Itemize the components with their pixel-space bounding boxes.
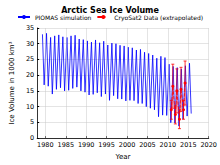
svg-text:10: 10 bbox=[26, 103, 34, 111]
svg-text:PIOMAS simulation: PIOMAS simulation bbox=[35, 14, 92, 21]
svg-text:35: 35 bbox=[26, 24, 34, 32]
svg-text:CryoSat2 Data (extrapolated): CryoSat2 Data (extrapolated) bbox=[114, 14, 203, 22]
svg-text:1990: 1990 bbox=[78, 141, 95, 149]
svg-text:1985: 1985 bbox=[57, 141, 74, 149]
svg-text:1995: 1995 bbox=[98, 141, 115, 149]
svg-text:30: 30 bbox=[26, 40, 34, 48]
svg-text:Ice Volume in 1000 km³: Ice Volume in 1000 km³ bbox=[8, 41, 16, 124]
svg-text:1980: 1980 bbox=[37, 141, 54, 149]
svg-text:2000: 2000 bbox=[119, 141, 136, 149]
svg-text:Arctic Sea Ice Volume: Arctic Sea Ice Volume bbox=[61, 6, 159, 15]
svg-text:5: 5 bbox=[30, 118, 34, 126]
svg-text:Year: Year bbox=[115, 153, 131, 161]
svg-text:20: 20 bbox=[26, 71, 34, 79]
svg-text:15: 15 bbox=[26, 87, 34, 95]
svg-text:2020: 2020 bbox=[200, 141, 217, 149]
svg-text:2010: 2010 bbox=[160, 141, 177, 149]
svg-text:25: 25 bbox=[26, 55, 34, 63]
svg-text:0: 0 bbox=[30, 134, 34, 142]
svg-text:2005: 2005 bbox=[139, 141, 156, 149]
svg-text:2015: 2015 bbox=[180, 141, 197, 149]
